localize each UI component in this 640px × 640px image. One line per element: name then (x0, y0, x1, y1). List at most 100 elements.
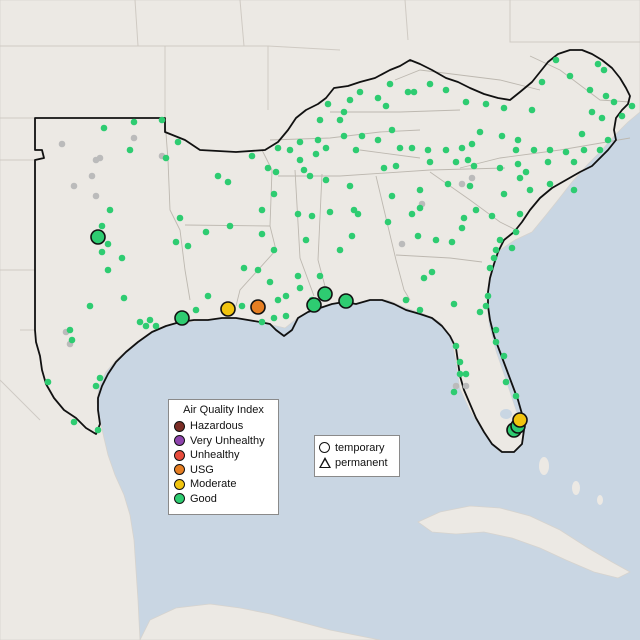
good-monitor[interactable] (336, 116, 344, 124)
good-temporary-monitor[interactable] (90, 229, 106, 245)
good-monitor[interactable] (192, 306, 200, 314)
good-temporary-monitor[interactable] (174, 310, 190, 326)
good-monitor[interactable] (508, 244, 516, 252)
good-monitor[interactable] (274, 144, 282, 152)
good-monitor[interactable] (382, 102, 390, 110)
good-monitor[interactable] (224, 178, 232, 186)
good-monitor[interactable] (326, 208, 334, 216)
good-monitor[interactable] (68, 336, 76, 344)
good-monitor[interactable] (286, 146, 294, 154)
good-monitor[interactable] (628, 102, 636, 110)
monitor-markers[interactable] (44, 56, 636, 438)
good-monitor[interactable] (308, 212, 316, 220)
good-monitor[interactable] (316, 116, 324, 124)
good-monitor[interactable] (468, 140, 476, 148)
good-monitor[interactable] (258, 318, 266, 326)
good-monitor[interactable] (442, 146, 450, 154)
no-data-monitor[interactable] (452, 382, 460, 390)
good-monitor[interactable] (142, 322, 150, 330)
good-monitor[interactable] (600, 66, 608, 74)
good-monitor[interactable] (414, 232, 422, 240)
good-monitor[interactable] (452, 158, 460, 166)
good-monitor[interactable] (516, 174, 524, 182)
good-monitor[interactable] (492, 246, 500, 254)
no-data-monitor[interactable] (58, 140, 66, 148)
good-monitor[interactable] (512, 228, 520, 236)
good-monitor[interactable] (302, 236, 310, 244)
good-monitor[interactable] (146, 316, 154, 324)
good-monitor[interactable] (580, 146, 588, 154)
good-monitor[interactable] (604, 136, 612, 144)
good-monitor[interactable] (458, 144, 466, 152)
good-monitor[interactable] (610, 98, 618, 106)
good-monitor[interactable] (528, 106, 536, 114)
good-monitor[interactable] (472, 206, 480, 214)
good-temporary-monitor[interactable] (317, 286, 333, 302)
good-monitor[interactable] (464, 156, 472, 164)
good-monitor[interactable] (336, 246, 344, 254)
good-monitor[interactable] (460, 214, 468, 222)
good-monitor[interactable] (442, 86, 450, 94)
good-monitor[interactable] (602, 92, 610, 100)
good-monitor[interactable] (282, 312, 290, 320)
good-monitor[interactable] (498, 132, 506, 140)
good-monitor[interactable] (562, 148, 570, 156)
good-monitor[interactable] (322, 176, 330, 184)
good-temporary-monitor[interactable] (338, 293, 354, 309)
good-monitor[interactable] (296, 156, 304, 164)
good-monitor[interactable] (316, 272, 324, 280)
good-monitor[interactable] (502, 378, 510, 386)
good-monitor[interactable] (270, 190, 278, 198)
good-monitor[interactable] (500, 104, 508, 112)
good-monitor[interactable] (410, 88, 418, 96)
good-monitor[interactable] (388, 126, 396, 134)
good-monitor[interactable] (248, 152, 256, 160)
good-monitor[interactable] (374, 136, 382, 144)
good-monitor[interactable] (272, 168, 280, 176)
good-monitor[interactable] (546, 146, 554, 154)
good-monitor[interactable] (456, 370, 464, 378)
good-monitor[interactable] (94, 426, 102, 434)
good-monitor[interactable] (348, 232, 356, 240)
good-monitor[interactable] (458, 224, 466, 232)
good-monitor[interactable] (380, 164, 388, 172)
no-data-monitor[interactable] (88, 172, 96, 180)
good-monitor[interactable] (426, 80, 434, 88)
good-monitor[interactable] (424, 146, 432, 154)
good-monitor[interactable] (552, 56, 560, 64)
good-monitor[interactable] (340, 132, 348, 140)
good-monitor[interactable] (588, 108, 596, 116)
good-monitor[interactable] (356, 88, 364, 96)
good-monitor[interactable] (570, 186, 578, 194)
good-monitor[interactable] (426, 158, 434, 166)
good-monitor[interactable] (104, 266, 112, 274)
good-monitor[interactable] (416, 306, 424, 314)
good-monitor[interactable] (476, 308, 484, 316)
good-monitor[interactable] (294, 272, 302, 280)
good-monitor[interactable] (586, 86, 594, 94)
no-data-monitor[interactable] (92, 192, 100, 200)
good-monitor[interactable] (384, 218, 392, 226)
good-monitor[interactable] (314, 136, 322, 144)
good-monitor[interactable] (416, 204, 424, 212)
good-monitor[interactable] (270, 314, 278, 322)
good-monitor[interactable] (98, 222, 106, 230)
good-monitor[interactable] (352, 146, 360, 154)
good-monitor[interactable] (174, 138, 182, 146)
no-data-monitor[interactable] (70, 182, 78, 190)
moderate-temporary-monitor[interactable] (512, 412, 528, 428)
good-monitor[interactable] (340, 108, 348, 116)
good-monitor[interactable] (306, 172, 314, 180)
good-monitor[interactable] (466, 182, 474, 190)
good-monitor[interactable] (408, 144, 416, 152)
good-monitor[interactable] (484, 292, 492, 300)
good-monitor[interactable] (546, 180, 554, 188)
good-monitor[interactable] (258, 206, 266, 214)
good-monitor[interactable] (70, 418, 78, 426)
good-monitor[interactable] (476, 128, 484, 136)
good-monitor[interactable] (416, 186, 424, 194)
usg-temporary-monitor[interactable] (250, 299, 266, 315)
good-monitor[interactable] (392, 162, 400, 170)
good-monitor[interactable] (538, 78, 546, 86)
